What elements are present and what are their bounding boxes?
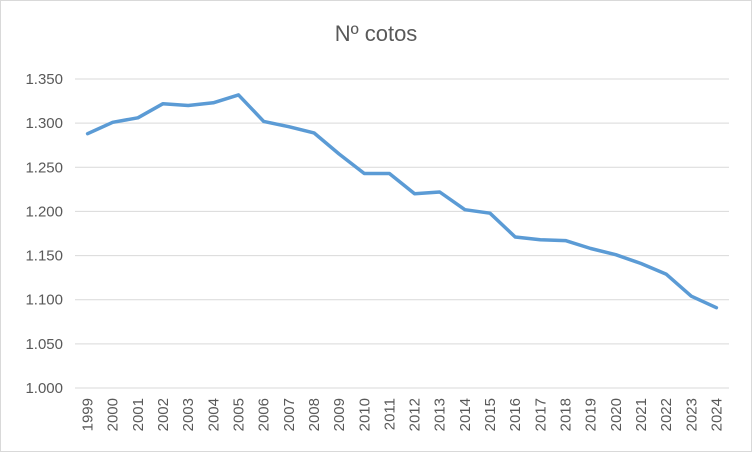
x-tick-label: 2006	[256, 398, 273, 431]
x-tick-label: 2020	[608, 398, 625, 431]
x-tick-label: 2000	[105, 398, 122, 431]
x-tick-label: 2024	[708, 398, 725, 431]
x-tick-label: 1999	[80, 398, 97, 431]
x-tick-label: 2011	[381, 398, 398, 430]
x-tick-label: 2012	[407, 398, 424, 431]
x-tick-label: 2009	[331, 398, 348, 431]
x-tick-label: 2010	[356, 398, 373, 431]
series-line	[85, 93, 719, 310]
x-tick-label: 2021	[633, 398, 650, 431]
y-tick-label: 1.100	[25, 292, 63, 309]
y-tick-label: 1.150	[25, 248, 63, 265]
x-tick-label: 2018	[558, 398, 575, 431]
y-tick-label: 1.000	[25, 380, 63, 397]
chart-title: Nº cotos	[334, 21, 418, 46]
x-tick-label: 2014	[457, 398, 474, 431]
y-tick-label: 1.300	[25, 115, 63, 132]
y-tick-label: 1.350	[25, 71, 63, 88]
x-tick-label: 2016	[507, 398, 524, 431]
x-tick-label: 2022	[658, 398, 675, 431]
x-tick-label: 2008	[306, 398, 323, 431]
y-tick-label: 1.050	[25, 336, 63, 353]
x-tick-label: 2015	[482, 398, 499, 431]
x-tick-label: 2005	[231, 398, 248, 431]
x-tick-label: 2001	[130, 398, 147, 431]
x-tick-label: 2023	[683, 398, 700, 431]
x-tick-label: 2003	[180, 398, 197, 431]
y-tick-label: 1.200	[25, 203, 63, 220]
x-tick-label: 2004	[205, 398, 222, 431]
x-tick-label: 2007	[281, 398, 298, 431]
x-tick-label: 2019	[583, 398, 600, 431]
x-tick-label: 2017	[532, 398, 549, 431]
y-tick-label: 1.250	[25, 159, 63, 176]
x-tick-label: 2002	[155, 398, 172, 431]
x-tick-label: 2013	[432, 398, 449, 431]
